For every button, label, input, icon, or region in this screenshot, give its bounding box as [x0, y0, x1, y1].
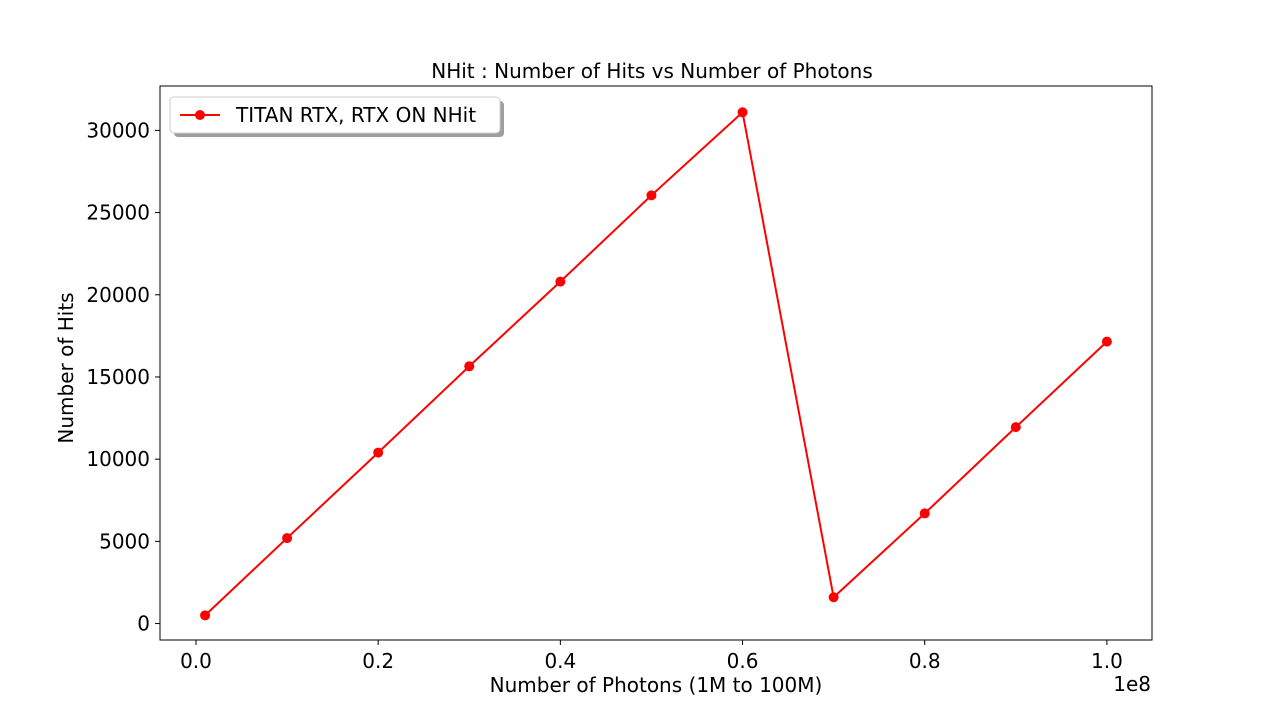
data-point: [1010, 422, 1021, 433]
data-point: [828, 592, 839, 603]
y-tick-label: 10000: [86, 447, 150, 471]
x-tick-label: 0.6: [727, 649, 759, 673]
legend: TITAN RTX, RTX ON NHit: [169, 96, 504, 137]
y-tick-label: 0: [137, 612, 150, 636]
x-tick-label: 0.0: [180, 649, 212, 673]
data-point: [1101, 336, 1112, 347]
y-tick-label: 30000: [86, 118, 150, 142]
plot-area: [159, 85, 1153, 641]
y-tick-label: 5000: [99, 529, 150, 553]
x-axis: 0.0 0.2 0.4 0.6 0.8 1.0: [180, 640, 1123, 673]
legend-box: [169, 96, 501, 134]
y-tick-label: 15000: [86, 365, 150, 389]
x-axis-offset-label: 1e8: [1113, 672, 1151, 696]
x-tick-label: 0.8: [909, 649, 941, 673]
x-tick-label: 0.2: [362, 649, 394, 673]
data-point: [200, 610, 211, 621]
plot-frame: [159, 85, 1153, 641]
legend-marker-swatch: [195, 110, 205, 120]
y-axis: 0 5000 10000 15000 20000 25000 30000: [86, 118, 160, 636]
x-tick-label: 1.0: [1091, 649, 1123, 673]
x-axis-title: Number of Photons (1M to 100M): [490, 673, 823, 697]
y-tick-label: 20000: [86, 283, 150, 307]
y-tick-label: 25000: [86, 201, 150, 225]
data-point: [464, 361, 475, 372]
y-axis-title: Number of Hits: [54, 292, 78, 443]
series-layer: [200, 107, 1112, 621]
data-point: [555, 276, 566, 287]
data-point: [919, 508, 930, 519]
chart-title: NHit : Number of Hits vs Number of Photo…: [431, 59, 873, 83]
x-tick-label: 0.4: [544, 649, 576, 673]
data-point: [737, 107, 748, 118]
data-point: [646, 190, 657, 201]
data-point: [282, 533, 293, 544]
legend-entry-label: TITAN RTX, RTX ON NHit: [235, 103, 476, 127]
data-point: [373, 447, 384, 458]
